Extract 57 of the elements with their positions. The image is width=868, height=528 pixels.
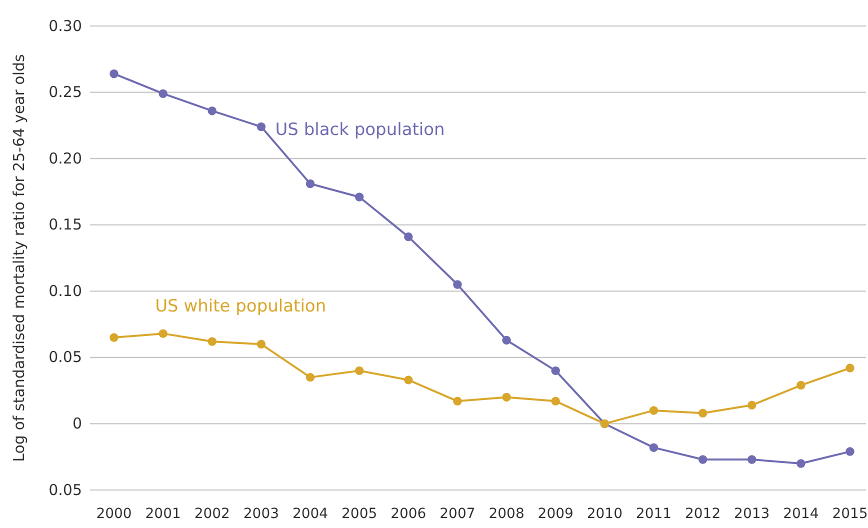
- x-tick-label: 2007: [440, 506, 476, 522]
- point: [747, 400, 756, 410]
- point: [747, 455, 756, 464]
- point: [796, 380, 806, 390]
- point: [453, 396, 462, 406]
- y-tick-label: 0.05: [48, 480, 82, 499]
- point: [208, 106, 217, 116]
- point: [110, 69, 118, 78]
- x-tick-label: 2005: [342, 506, 378, 522]
- point: [649, 406, 658, 415]
- y-tick-label: 0.15: [48, 216, 82, 234]
- point: [404, 232, 413, 242]
- y-axis-title: Log of standardised mortality ratio for 25-64 year olds: [10, 54, 28, 462]
- x-tick-label: 2015: [832, 506, 868, 522]
- x-tick-label: 2011: [636, 506, 672, 522]
- x-tick-label: 2006: [390, 506, 426, 522]
- point: [649, 443, 658, 452]
- point: [502, 392, 511, 402]
- x-tick-label: 2009: [538, 506, 574, 522]
- point: [453, 280, 462, 289]
- x-tick-label: 2014: [783, 506, 819, 522]
- x-tick-label: 2010: [586, 506, 622, 522]
- point: [698, 408, 708, 418]
- point: [208, 337, 217, 346]
- point: [158, 329, 168, 338]
- point: [158, 89, 168, 98]
- y-tick-label: 0.10: [48, 282, 82, 300]
- x-tick-label: 2004: [292, 506, 328, 522]
- point: [551, 396, 560, 406]
- point: [354, 192, 364, 202]
- point: [502, 336, 511, 345]
- point: [256, 340, 266, 349]
- point: [354, 366, 364, 376]
- x-tick-label: 2013: [734, 506, 770, 522]
- point: [551, 366, 560, 376]
- point: [110, 333, 118, 342]
- x-tick-label: 2002: [194, 506, 230, 522]
- y-tick-label: 0.25: [48, 83, 82, 102]
- x-tick-label: 2012: [684, 506, 721, 522]
- point: [846, 364, 854, 372]
- y-tick-label: 0.30: [48, 16, 82, 35]
- series-label: US white population: [155, 296, 326, 317]
- x-tick-label: 2000: [96, 506, 132, 522]
- point: [306, 179, 315, 188]
- x-tick-label: 2003: [243, 506, 280, 522]
- x-tick-label: 2001: [145, 506, 181, 522]
- y-tick-label: 0: [72, 414, 82, 433]
- series-label: US black population: [275, 120, 445, 140]
- point: [698, 455, 708, 464]
- point: [404, 376, 413, 384]
- x-tick-label: 2008: [488, 506, 524, 522]
- y-tick-label: 0.05: [48, 348, 82, 366]
- point: [796, 459, 806, 468]
- point: [256, 122, 266, 132]
- point: [306, 372, 315, 382]
- y-tick-label: 0.20: [48, 149, 82, 168]
- point: [846, 447, 854, 456]
